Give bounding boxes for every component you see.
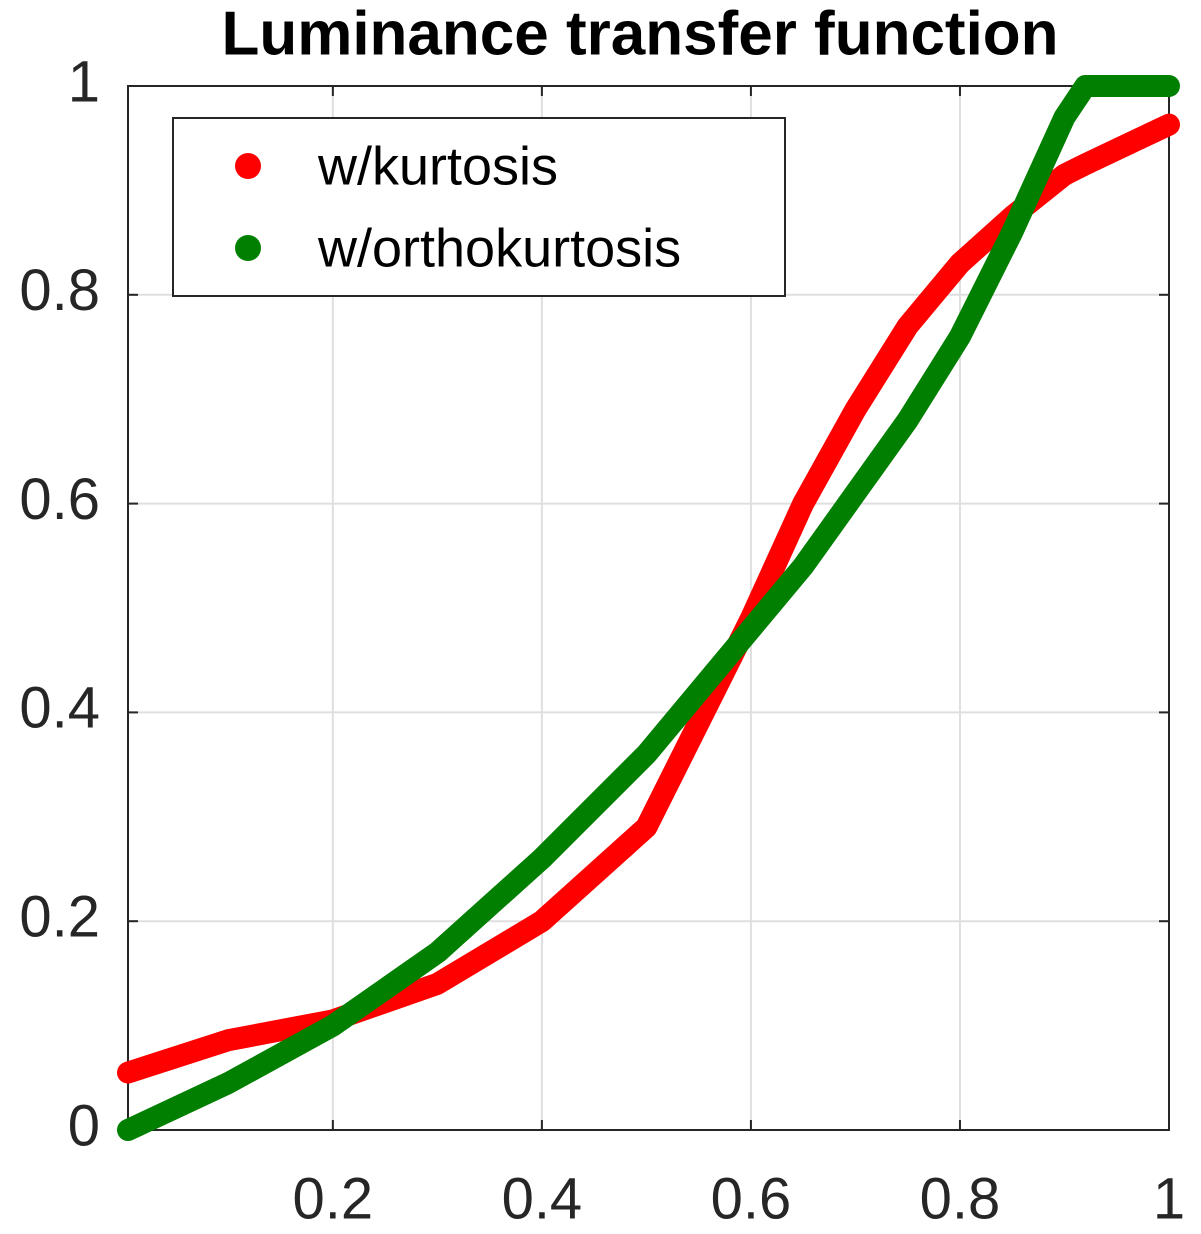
x-tick-label: 0.6 xyxy=(711,1166,792,1231)
x-tick-label: 0.4 xyxy=(502,1166,583,1231)
series-line xyxy=(117,75,1180,1141)
chart-title: Luminance transfer function xyxy=(221,0,1058,68)
legend-marker xyxy=(235,235,261,261)
legend-box xyxy=(172,117,786,297)
legend-marker xyxy=(235,153,261,179)
y-tick-label: 0.2 xyxy=(19,885,100,950)
y-tick-label: 0 xyxy=(68,1093,100,1158)
y-tick-label: 0.4 xyxy=(19,676,100,741)
x-tick-label: 1 xyxy=(1153,1166,1185,1231)
y-tick-label: 1 xyxy=(68,49,100,114)
y-tick-label: 0.6 xyxy=(19,467,100,532)
legend-label: w/orthokurtosis xyxy=(317,218,681,278)
axes-box xyxy=(127,85,1170,1131)
x-tick-label: 0.2 xyxy=(293,1166,374,1231)
x-tick-label: 0.8 xyxy=(920,1166,1001,1231)
y-tick-label: 0.8 xyxy=(19,258,100,323)
legend-label: w/kurtosis xyxy=(317,136,558,196)
